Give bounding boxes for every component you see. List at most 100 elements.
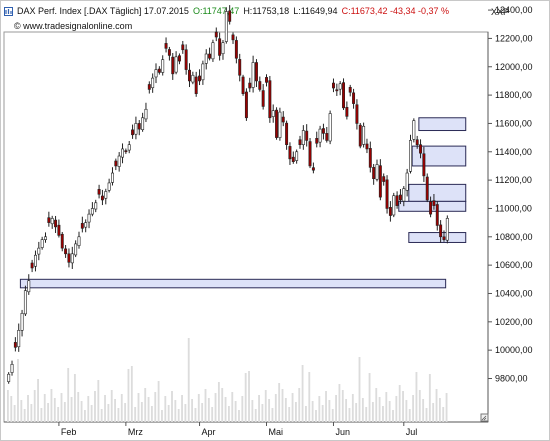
candle-body[interactable] [20, 313, 24, 331]
candle-body[interactable] [114, 160, 118, 167]
candle-body[interactable] [174, 56, 178, 73]
candle-body[interactable] [97, 189, 101, 195]
candle-body[interactable] [44, 236, 47, 240]
candle-body[interactable] [161, 59, 165, 73]
candle-body[interactable] [221, 42, 225, 55]
candle-body[interactable] [355, 104, 359, 124]
candle-body[interactable] [345, 106, 349, 117]
candle-body[interactable] [23, 290, 27, 315]
candle-body[interactable] [358, 124, 362, 147]
candle-body[interactable] [261, 90, 265, 107]
candle-body[interactable] [94, 202, 98, 210]
candle-body[interactable] [13, 342, 17, 348]
candle-body[interactable] [258, 81, 262, 90]
candle-body[interactable] [151, 77, 155, 89]
candle-body[interactable] [368, 148, 372, 168]
candle-body[interactable] [57, 224, 61, 236]
candle-body[interactable] [439, 224, 443, 238]
candle-body[interactable] [278, 111, 282, 138]
candle-body[interactable] [419, 144, 423, 154]
candle-body[interactable] [164, 43, 168, 49]
candle-body[interactable] [87, 213, 91, 223]
candle-body[interactable] [378, 165, 382, 198]
candle-body[interactable] [70, 253, 74, 264]
candle-body[interactable] [375, 164, 379, 180]
candle-body[interactable] [131, 129, 135, 136]
candle-body[interactable] [100, 195, 104, 201]
candle-body[interactable] [157, 68, 161, 73]
candle-body[interactable] [388, 207, 392, 216]
candle-body[interactable] [325, 133, 329, 141]
candle-body[interactable] [77, 236, 81, 246]
candle-body[interactable] [191, 74, 195, 83]
candle-body[interactable] [285, 122, 289, 145]
candle-body[interactable] [338, 83, 342, 90]
candle-body[interactable] [348, 87, 352, 93]
candle-body[interactable] [167, 49, 171, 56]
candle-body[interactable] [265, 77, 268, 83]
candle-body[interactable] [47, 217, 51, 223]
candle-body[interactable] [107, 182, 111, 191]
candle-body[interactable] [311, 167, 315, 171]
candle-body[interactable] [104, 191, 108, 199]
candle-body[interactable] [54, 219, 58, 228]
candle-body[interactable] [382, 176, 386, 182]
candle-body[interactable] [154, 69, 158, 78]
candle-body[interactable] [124, 150, 128, 153]
candle-body[interactable] [7, 373, 11, 382]
candle-body[interactable] [147, 84, 151, 90]
candle-body[interactable] [362, 125, 366, 145]
candle-body[interactable] [435, 204, 439, 226]
candle-body[interactable] [141, 117, 145, 130]
candle-body[interactable] [90, 208, 94, 215]
candle-body[interactable] [372, 167, 376, 180]
candle-body[interactable] [117, 155, 121, 167]
candle-body[interactable] [33, 254, 37, 267]
candle-body[interactable] [315, 138, 319, 144]
candle-body[interactable] [332, 82, 335, 89]
candle-body[interactable] [422, 153, 426, 177]
candle-body[interactable] [275, 109, 279, 138]
candle-body[interactable] [251, 62, 255, 88]
candle-body[interactable] [30, 262, 34, 269]
candle-body[interactable] [395, 195, 399, 206]
candle-body[interactable] [40, 239, 44, 248]
candle-body[interactable] [244, 91, 248, 119]
candle-body[interactable] [111, 172, 114, 183]
candle-body[interactable] [121, 148, 124, 158]
candle-body[interactable] [224, 11, 228, 42]
candle-body[interactable] [60, 233, 64, 249]
candle-body[interactable] [50, 218, 54, 225]
candle-body[interactable] [415, 139, 419, 145]
candle-body[interactable] [335, 89, 339, 92]
candle-body[interactable] [214, 31, 218, 38]
candle-body[interactable] [177, 55, 181, 62]
candle-body[interactable] [409, 140, 412, 172]
candle-body[interactable] [398, 194, 402, 201]
candle-body[interactable] [74, 243, 78, 256]
candle-body[interactable] [208, 53, 212, 59]
candle-body[interactable] [429, 201, 433, 215]
candle-body[interactable] [254, 62, 258, 82]
candle-body[interactable] [204, 53, 208, 64]
candle-body[interactable] [194, 76, 198, 94]
candle-body[interactable] [288, 146, 292, 160]
candle-body[interactable] [184, 49, 188, 70]
candle-body[interactable] [305, 130, 309, 141]
candle-body[interactable] [234, 40, 238, 59]
candle-body[interactable] [445, 218, 449, 241]
candle-body[interactable] [442, 236, 446, 240]
candle-body[interactable] [67, 253, 71, 263]
candle-body[interactable] [298, 139, 302, 145]
candle-body[interactable] [318, 128, 322, 143]
candle-body[interactable] [241, 76, 245, 94]
candle-body[interactable] [218, 38, 222, 56]
candle-body[interactable] [271, 110, 275, 117]
candle-body[interactable] [328, 113, 332, 142]
candle-body[interactable] [402, 188, 406, 202]
candle-body[interactable] [238, 59, 242, 76]
candle-body[interactable] [80, 223, 84, 229]
candle-body[interactable] [64, 248, 68, 255]
candle-body[interactable] [181, 44, 185, 51]
